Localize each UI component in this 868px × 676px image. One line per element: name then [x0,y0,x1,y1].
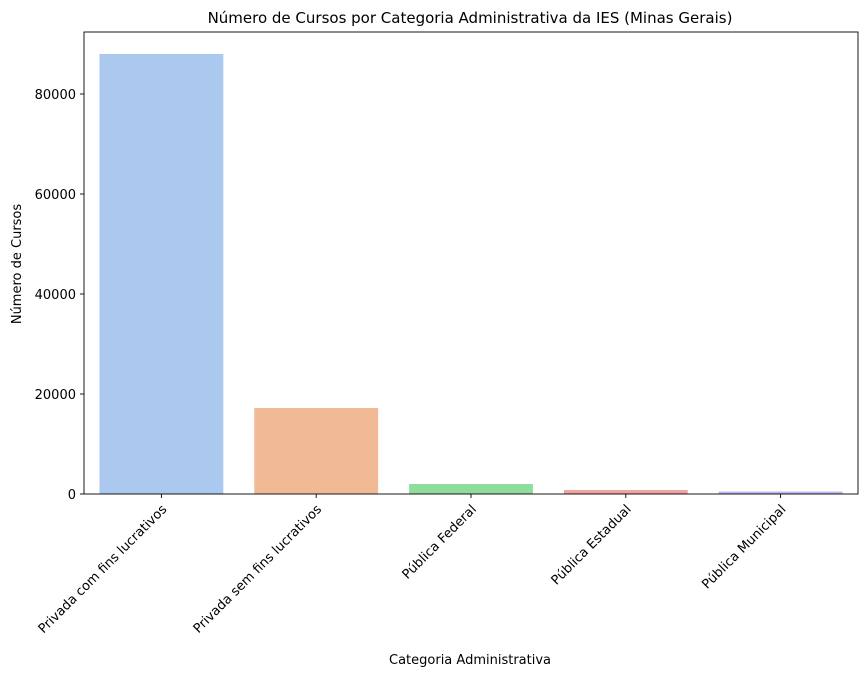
y-axis-label: Número de Cursos [10,204,25,325]
x-tick-label: Privada com fins lucrativos [36,502,171,637]
y-tick-label: 80000 [35,88,76,103]
x-tick-label: Privada sem fins lucrativos [191,502,325,636]
y-tick-label: 60000 [35,188,76,203]
x-tick-label: Pública Municipal [699,502,789,592]
y-tick-label: 0 [68,488,76,503]
bar-3 [409,484,533,494]
chart-title: Número de Cursos por Categoria Administr… [208,9,733,27]
bar-5 [718,491,843,494]
x-axis-label: Categoria Administrativa [389,653,551,668]
bars-group [99,54,843,494]
x-tick-label: Pública Federal [400,502,480,582]
y-tick-label: 20000 [35,388,76,403]
bar-2 [254,408,379,494]
bar-1 [99,54,224,494]
bar-4 [563,490,688,494]
y-tick-label: 40000 [35,288,76,303]
x-tick-label: Pública Estadual [549,502,635,588]
